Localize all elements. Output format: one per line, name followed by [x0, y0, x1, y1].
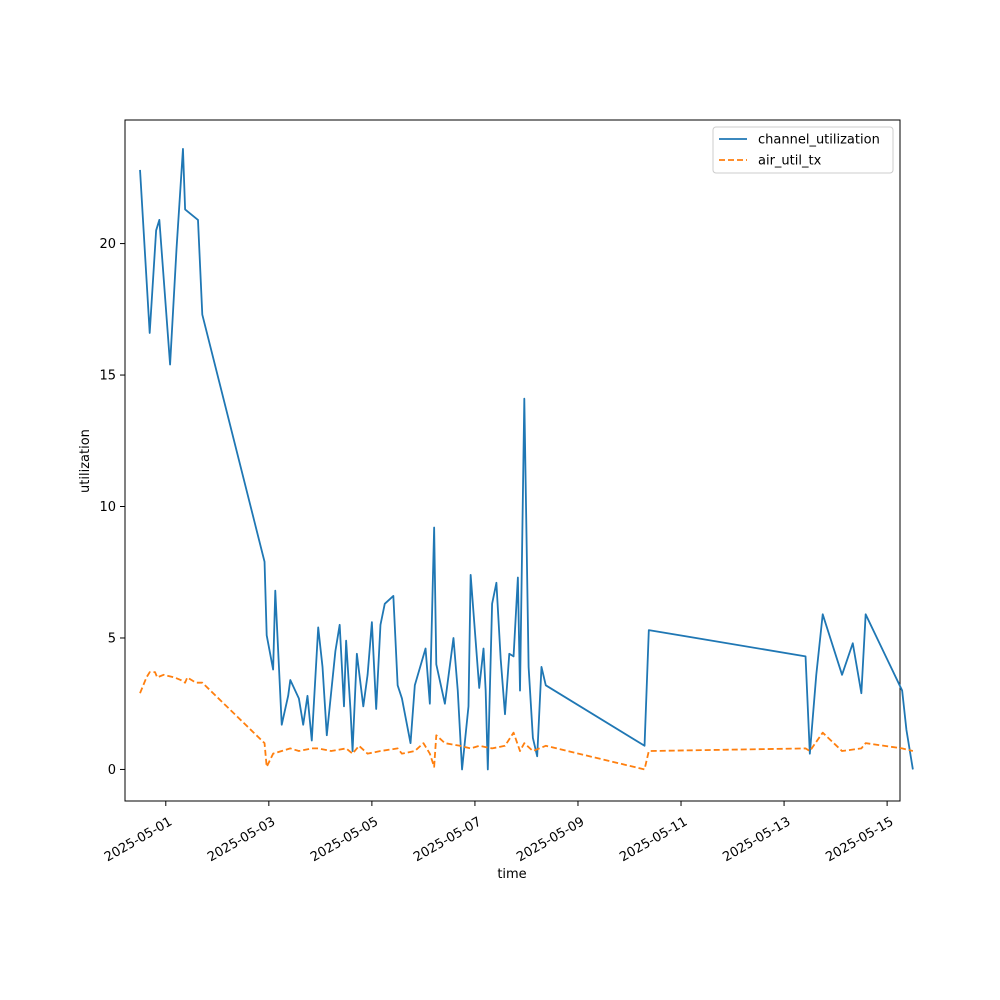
y-tick-label: 15: [99, 369, 116, 384]
x-tick-label: 2025-05-11: [617, 814, 690, 865]
plot-frame: [124, 119, 901, 802]
x-tick-label: 2025-05-15: [823, 814, 896, 865]
plot-area: [124, 119, 901, 802]
legend: channel_utilization air_util_tx: [712, 126, 894, 174]
series-line-channel-utilization: [139, 148, 914, 771]
y-tick-label: 0: [108, 763, 116, 778]
y-tick-label: 5: [108, 631, 116, 646]
series-line-air-util-tx: [139, 671, 914, 771]
legend-box: [712, 126, 894, 174]
x-tick-label: 2025-05-13: [720, 814, 793, 865]
y-axis-title: utilization: [78, 429, 93, 493]
x-tick-label: 2025-05-01: [102, 814, 175, 865]
x-tick-label: 2025-05-09: [514, 814, 587, 865]
legend-label: air_util_tx: [758, 154, 822, 169]
x-axis: 2025-05-01 2025-05-03 2025-05-05 2025-05-07…: [102, 801, 896, 865]
y-tick-label: 20: [99, 237, 116, 252]
y-tick-label: 10: [99, 500, 116, 515]
y-axis: 0 5 10 15 20: [99, 237, 125, 778]
series-layer: [139, 148, 914, 771]
legend-label: channel_utilization: [758, 133, 880, 148]
x-tick-label: 2025-05-03: [205, 814, 278, 865]
x-axis-title: time: [497, 867, 526, 882]
x-tick-label: 2025-05-05: [308, 814, 381, 865]
x-tick-label: 2025-05-07: [411, 814, 484, 865]
